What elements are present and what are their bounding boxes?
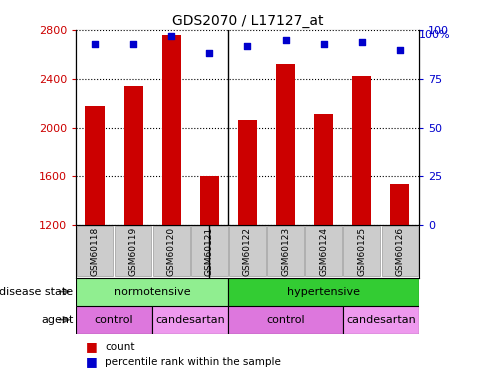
Bar — [238, 120, 257, 225]
Bar — [153, 226, 190, 276]
Bar — [267, 226, 304, 276]
Text: GSM60124: GSM60124 — [319, 227, 328, 276]
Bar — [76, 306, 152, 334]
Text: ■: ■ — [86, 340, 98, 353]
Point — [358, 39, 366, 45]
Text: GSM60126: GSM60126 — [395, 226, 404, 276]
Text: control: control — [266, 315, 305, 325]
Bar — [314, 114, 333, 225]
Bar — [352, 76, 371, 225]
Text: GSM60119: GSM60119 — [128, 226, 138, 276]
Text: ■: ■ — [86, 356, 98, 368]
Bar — [228, 306, 343, 334]
Text: control: control — [95, 315, 133, 325]
Bar — [200, 176, 219, 225]
Bar — [115, 226, 151, 276]
Bar — [305, 226, 342, 276]
Text: GSM60121: GSM60121 — [205, 226, 214, 276]
Bar — [152, 306, 228, 334]
Bar — [382, 226, 418, 276]
Bar — [276, 64, 295, 225]
Text: candesartan: candesartan — [346, 315, 416, 325]
Text: 100%: 100% — [419, 30, 451, 40]
Text: GSM60123: GSM60123 — [281, 226, 290, 276]
Point — [167, 33, 175, 39]
Text: candesartan: candesartan — [155, 315, 225, 325]
Bar — [85, 106, 104, 225]
Bar — [123, 86, 143, 225]
Text: GSM60120: GSM60120 — [167, 226, 176, 276]
Point — [91, 40, 99, 46]
Bar — [191, 226, 228, 276]
Text: percentile rank within the sample: percentile rank within the sample — [105, 357, 281, 367]
Point — [320, 40, 328, 46]
Text: GSM60118: GSM60118 — [91, 226, 99, 276]
Bar — [391, 184, 410, 225]
Bar — [343, 226, 380, 276]
Text: disease state: disease state — [0, 286, 74, 297]
Text: agent: agent — [41, 315, 74, 325]
Bar — [76, 278, 228, 306]
Bar — [228, 278, 419, 306]
Bar — [229, 226, 266, 276]
Title: GDS2070 / L17127_at: GDS2070 / L17127_at — [172, 13, 323, 28]
Point — [244, 43, 251, 49]
Text: hypertensive: hypertensive — [287, 286, 360, 297]
Point — [282, 37, 290, 43]
Bar — [343, 306, 419, 334]
Text: GSM60125: GSM60125 — [357, 226, 367, 276]
Bar — [77, 226, 113, 276]
Point — [205, 50, 213, 56]
Text: normotensive: normotensive — [114, 286, 191, 297]
Point — [396, 46, 404, 53]
Text: GSM60122: GSM60122 — [243, 227, 252, 276]
Point — [129, 40, 137, 46]
Bar — [162, 35, 181, 225]
Text: count: count — [105, 342, 135, 352]
